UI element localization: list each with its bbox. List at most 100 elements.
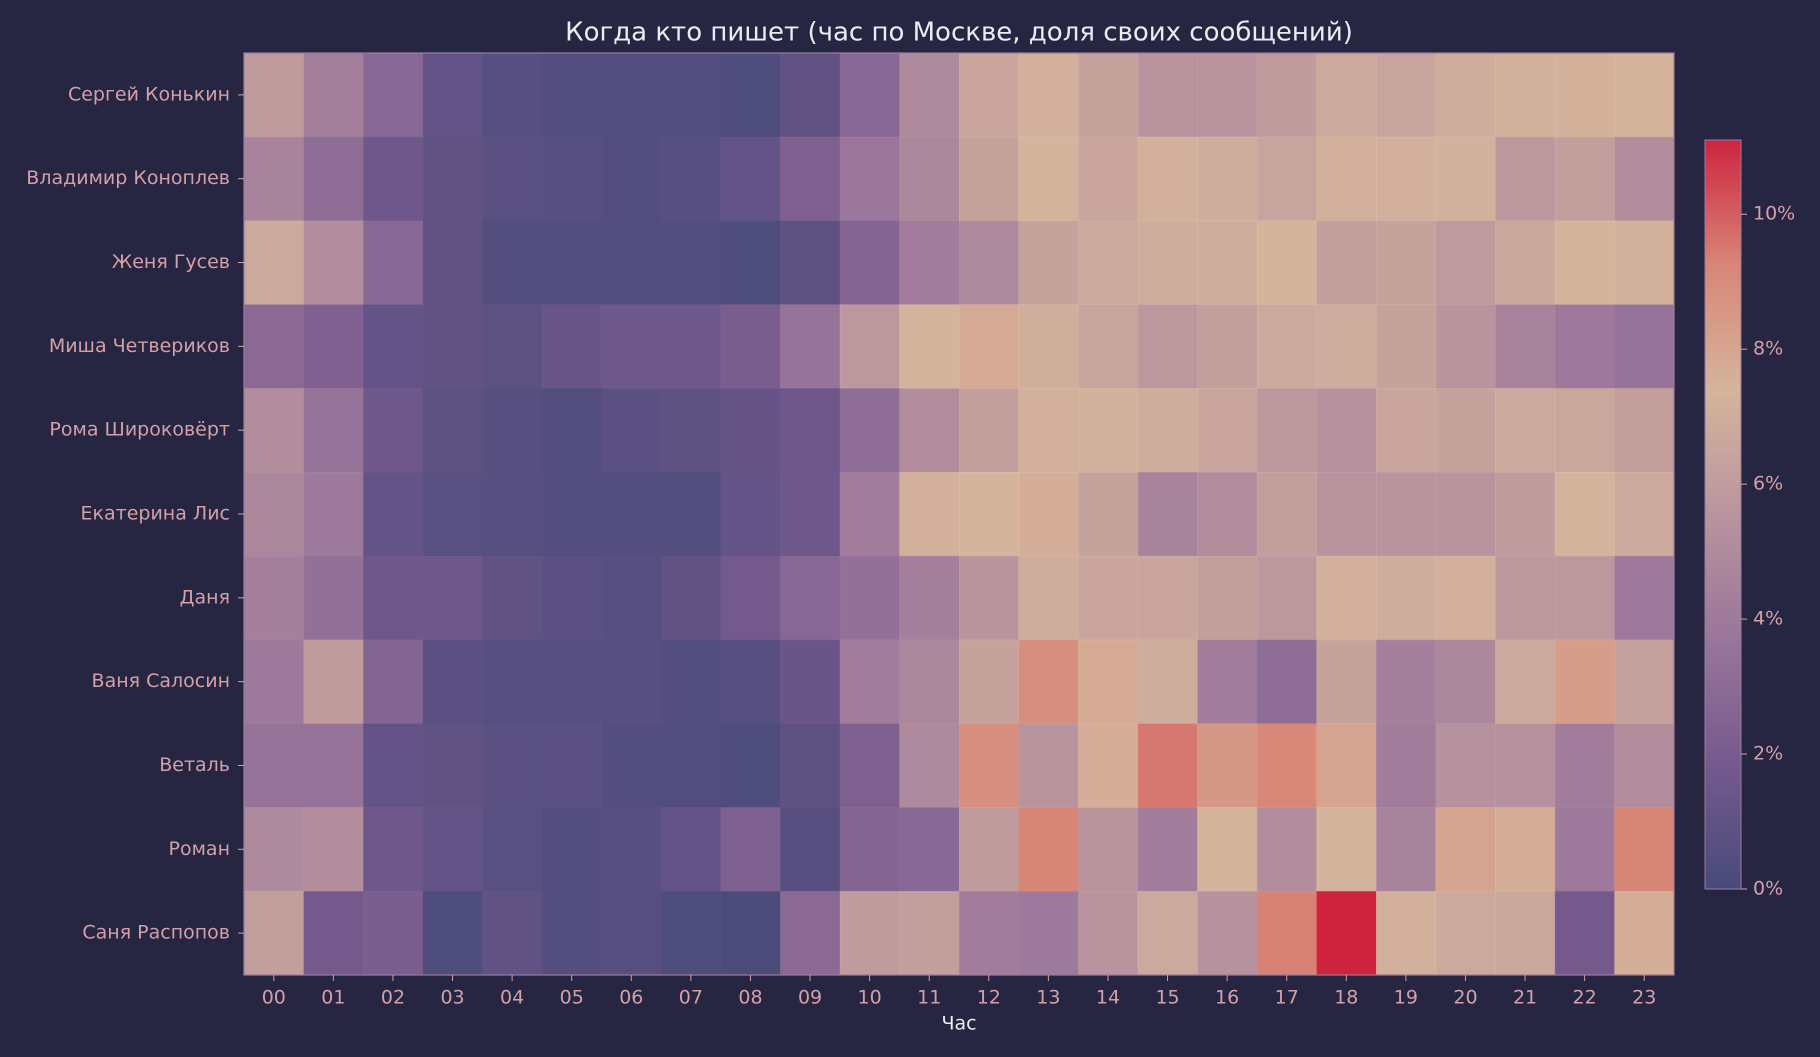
heatmap-cell: [363, 891, 424, 976]
heatmap-cell: [1495, 53, 1556, 138]
heatmap-cell: [661, 53, 722, 138]
x-tick-label: 08: [738, 987, 762, 1009]
heatmap-cell: [244, 388, 305, 473]
heatmap-cell: [303, 136, 364, 222]
heatmap-cell: [244, 472, 305, 557]
heatmap-cell: [1495, 639, 1556, 725]
x-tick-label: 07: [679, 987, 703, 1009]
heatmap-cell: [1137, 53, 1198, 138]
heatmap-cell: [541, 53, 602, 138]
heatmap-cell: [422, 472, 483, 557]
heatmap-cell: [1256, 555, 1317, 641]
heatmap-cell: [1256, 891, 1317, 976]
heatmap-cell: [1495, 388, 1556, 473]
x-tick-label: 21: [1513, 987, 1537, 1009]
heatmap-cell: [1376, 220, 1437, 305]
heatmap-cell: [720, 304, 781, 389]
heatmap-cell: [541, 388, 602, 473]
y-tick-label: Саня Распопов: [82, 922, 230, 944]
heatmap-cell: [839, 891, 900, 976]
heatmap-cell: [422, 723, 483, 808]
heatmap-cell: [601, 555, 662, 641]
heatmap-cell: [422, 53, 483, 138]
heatmap-cell: [661, 639, 722, 725]
heatmap-cell: [1256, 388, 1317, 473]
heatmap-cell: [1376, 555, 1437, 641]
heatmap-cell: [1256, 136, 1317, 222]
heatmap-cell: [661, 304, 722, 389]
heatmap-cell: [1018, 555, 1079, 641]
y-tick-label: Сергей Конькин: [68, 83, 230, 105]
heatmap-cell: [482, 639, 543, 725]
heatmap-cell: [363, 136, 424, 222]
heatmap-cell: [899, 388, 960, 473]
x-tick-label: 18: [1334, 987, 1358, 1009]
heatmap-cell: [1316, 555, 1377, 641]
heatmap-cell: [661, 555, 722, 641]
heatmap-cell: [959, 53, 1020, 138]
heatmap-cell: [1018, 723, 1079, 808]
heatmap-cell: [661, 220, 722, 305]
heatmap-cell: [1495, 555, 1556, 641]
heatmap-cell: [1316, 807, 1377, 892]
heatmap-cell: [1078, 639, 1139, 725]
x-axis-label: Час: [941, 1013, 976, 1035]
heatmap-cell: [601, 220, 662, 305]
heatmap-cell: [1078, 723, 1139, 808]
x-tick-label: 13: [1036, 987, 1060, 1009]
heatmap-cell: [1614, 304, 1675, 389]
x-tick-label: 19: [1394, 987, 1418, 1009]
y-tick-label: Женя Гусев: [112, 251, 230, 273]
heatmap-cell: [1137, 555, 1198, 641]
heatmap-cell: [303, 639, 364, 725]
heatmap-cell: [1137, 388, 1198, 473]
heatmap-cell: [1256, 723, 1317, 808]
heatmap-cell: [780, 472, 841, 557]
heatmap-cell: [1614, 639, 1675, 725]
heatmap-cell: [1018, 388, 1079, 473]
heatmap-cell: [720, 388, 781, 473]
heatmap-cell: [780, 639, 841, 725]
heatmap-cell: [780, 555, 841, 641]
y-tick-label: Владимир Коноплев: [26, 167, 230, 189]
heatmap-cell: [1078, 136, 1139, 222]
x-tick-label: 01: [321, 987, 345, 1009]
heatmap-cell: [1554, 807, 1615, 892]
heatmap-cell: [1316, 53, 1377, 138]
heatmap-cell: [661, 136, 722, 222]
heatmap-cell: [1018, 304, 1079, 389]
heatmap-cell: [959, 891, 1020, 976]
heatmap-cell: [1376, 388, 1437, 473]
heatmap-cell: [1376, 891, 1437, 976]
heatmap-cell: [541, 472, 602, 557]
heatmap-cell: [244, 891, 305, 976]
heatmap-cell: [839, 807, 900, 892]
heatmap-cell: [1316, 136, 1377, 222]
heatmap-cell: [601, 53, 662, 138]
heatmap-cell: [363, 639, 424, 725]
heatmap-cell: [661, 891, 722, 976]
y-tick-label: Роман: [169, 838, 230, 860]
heatmap-cell: [1197, 136, 1258, 222]
heatmap-cell: [1495, 723, 1556, 808]
heatmap-cell: [1554, 723, 1615, 808]
heatmap-cell: [959, 807, 1020, 892]
y-tick-label: Екатерина Лис: [81, 503, 230, 525]
heatmap-cell: [422, 136, 483, 222]
heatmap-cell: [720, 891, 781, 976]
heatmap-cell: [303, 891, 364, 976]
heatmap-cell: [1435, 639, 1496, 725]
x-tick-label: 23: [1632, 987, 1656, 1009]
heatmap-cell: [1376, 807, 1437, 892]
heatmap-cell: [541, 220, 602, 305]
heatmap-cell: [1316, 304, 1377, 389]
heatmap-cell: [482, 304, 543, 389]
heatmap-cell: [661, 723, 722, 808]
heatmap-cell: [1614, 220, 1675, 305]
heatmap-cell: [1078, 472, 1139, 557]
heatmap-cell: [1256, 304, 1317, 389]
heatmap-cell: [899, 807, 960, 892]
heatmap-cell: [303, 220, 364, 305]
heatmap-cell: [1256, 807, 1317, 892]
x-tick-label: 15: [1155, 987, 1179, 1009]
